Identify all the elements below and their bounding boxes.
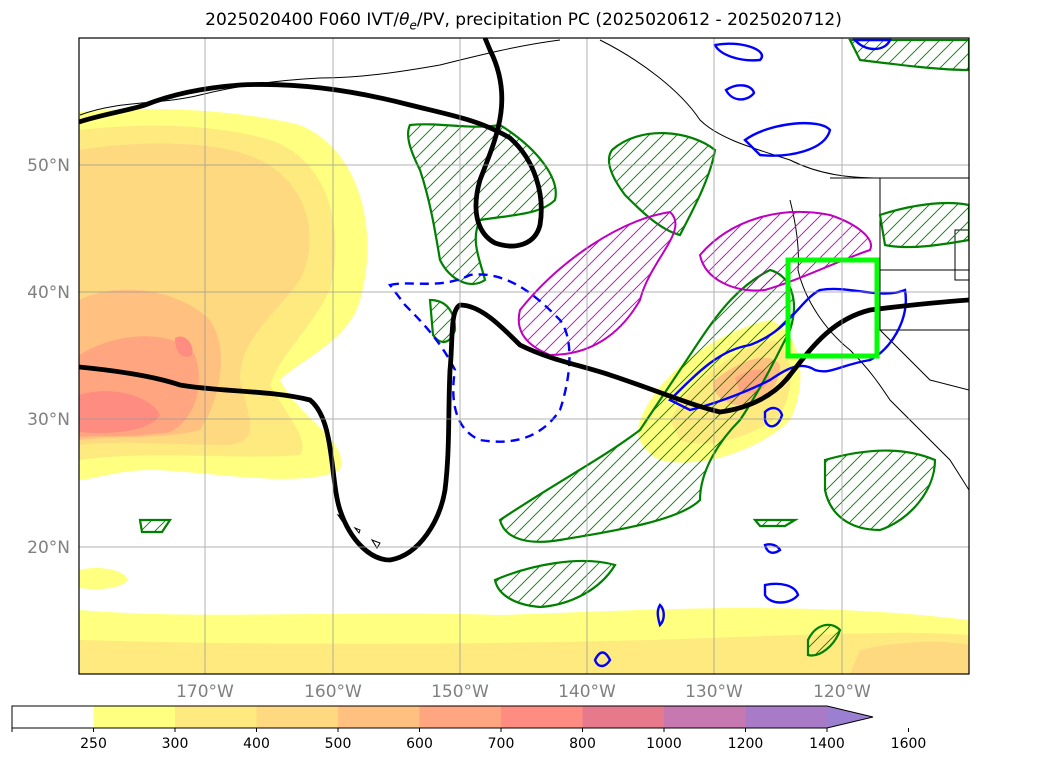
colorbar-outline: [11, 705, 874, 729]
lon-label-150w: 150°W: [431, 682, 489, 702]
blue-contour-north-4: [852, 38, 892, 51]
blue-contour-small-5: [763, 406, 784, 428]
title-theta-sub: e: [409, 18, 417, 33]
colorbar-tick-label: 500: [325, 736, 352, 752]
colorbar-tick-label: 1600: [891, 736, 927, 752]
title-prefix: 2025020400 F060 IVT/: [205, 10, 400, 30]
blue-contour-small-2: [593, 651, 612, 668]
lon-label-130w: 130°W: [685, 682, 743, 702]
colorbar-segment: [664, 706, 746, 728]
magenta-region-2: [698, 211, 872, 292]
ivt-region-core-4: [79, 391, 160, 434]
blue-contour-north-3: [724, 84, 756, 101]
lon-label-160w: 160°W: [304, 682, 362, 702]
blue-contour-small-4: [763, 543, 782, 554]
colorbar-tick-label: 700: [488, 736, 515, 752]
precip-region-small-3: [806, 623, 842, 657]
theta-e-contour-south: [79, 297, 969, 563]
colorbar: 250 300 400 500 600 700 800 1000 1200 1400 1600: [11, 705, 927, 752]
lat-label-20n: 20°N: [27, 538, 70, 558]
colorbar-tick-label: 600: [406, 736, 433, 752]
gridlines: [79, 38, 969, 674]
coastline-british-columbia: [599, 39, 969, 179]
blue-contour-north: [713, 42, 764, 62]
lat-labels: 50°N 40°N 30°N 20°N: [27, 156, 70, 558]
precip-region-small-1: [493, 559, 617, 609]
lon-label-170w: 170°W: [176, 682, 234, 702]
precip-region-small-2: [138, 518, 173, 534]
lat-label-40n: 40°N: [27, 283, 70, 303]
blue-contour-small-3: [656, 603, 665, 628]
colorbar-tick-label: 400: [243, 736, 270, 752]
lon-labels: 170°W 160°W 150°W 140°W 130°W 120°W: [176, 682, 871, 702]
colorbar-segment: [256, 706, 339, 728]
colorbar-tick-label: 800: [569, 736, 596, 752]
ivt-region-subtropical-band-3: [850, 641, 969, 674]
colorbar-segment: [745, 706, 828, 728]
colorbar-tick-label: 300: [162, 736, 189, 752]
focus-region-box: [785, 257, 880, 359]
blue-contour-small-1: [763, 582, 800, 604]
colorbar-tick-label: 250: [80, 736, 107, 752]
precip-region-gulf-alaska: [406, 123, 557, 286]
ivt-region-subtropical-band-2: [79, 632, 969, 674]
ivt-region-core-3: [175, 336, 193, 357]
colorbar-segment: [175, 706, 257, 728]
colorbar-segment: [12, 706, 94, 728]
blue-contour-ar: [667, 287, 907, 412]
title-theta: θ: [399, 10, 410, 30]
colorbar-extend-arrow: [827, 706, 873, 728]
colorbar-segment: [93, 706, 176, 728]
lat-label-50n: 50°N: [27, 156, 70, 176]
colorbar-segment: [338, 706, 420, 728]
lon-label-140w: 140°W: [558, 682, 616, 702]
precip-region-small-4: [752, 518, 799, 528]
figure-title: 2025020400 F060 IVT/θe/PV, precipitation…: [0, 10, 1047, 32]
blue-contours: [387, 38, 907, 668]
colorbar-tick-label: 1400: [809, 736, 845, 752]
lat-label-30n: 30°N: [27, 410, 70, 430]
state-borders: [879, 178, 969, 391]
theta-e-contour-north: [79, 38, 544, 249]
blue-contour-north-2: [743, 121, 832, 157]
colorbar-segment: [582, 706, 665, 728]
title-suffix: /PV, precipitation PC (2025020612 - 2025…: [416, 10, 842, 30]
colorbar-tick-label: 1000: [646, 736, 682, 752]
precip-region-pnw: [878, 201, 969, 249]
colorbar-tick-label: 1200: [728, 736, 764, 752]
lon-label-120w: 120°W: [813, 682, 871, 702]
blue-contour-dashed: [387, 273, 571, 443]
map-panel: 50°N 40°N 30°N 20°N 170°W 160°W 150°W 14…: [27, 37, 970, 702]
colorbar-segment: [501, 706, 583, 728]
theta-e-contours: [79, 38, 969, 563]
ivt-region-small-blob: [79, 568, 128, 590]
map-frame: [78, 37, 970, 675]
colorbar-segment: [419, 706, 502, 728]
precip-region-central: [607, 131, 717, 237]
